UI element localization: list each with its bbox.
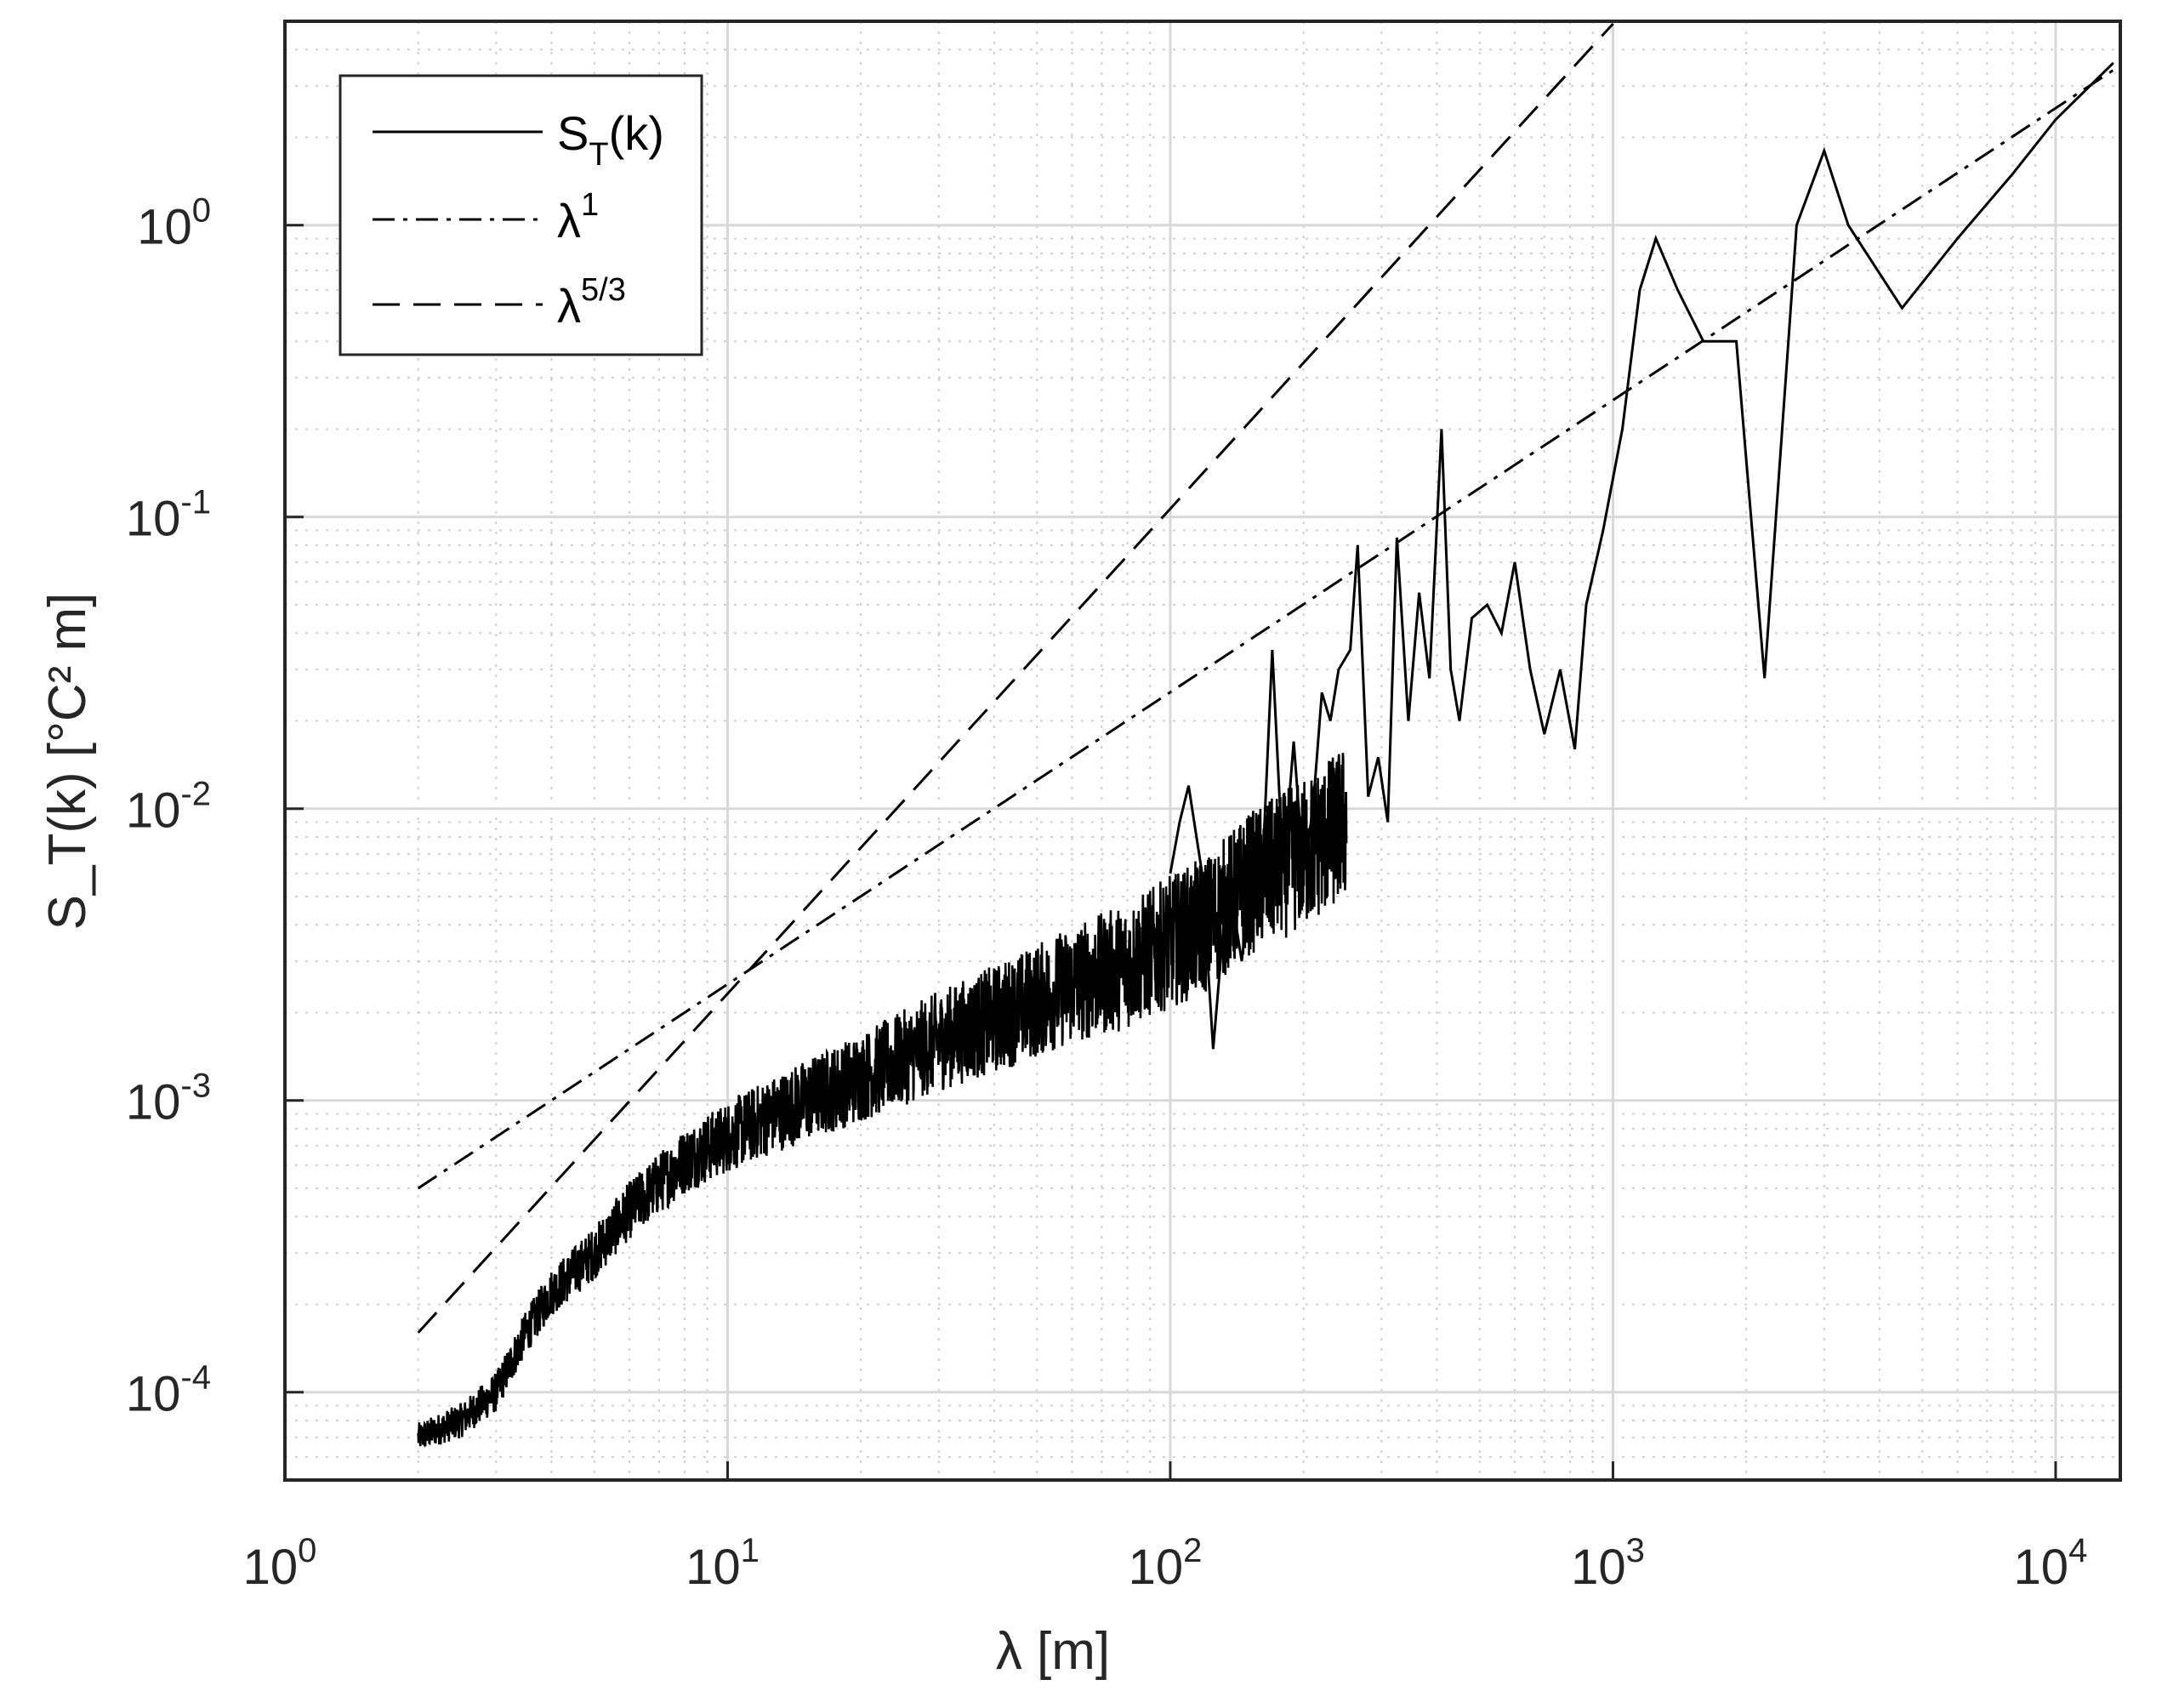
series-layer (417, 22, 2114, 1449)
y-axis-label: S_T(k) [°C² m] (38, 593, 97, 931)
series-line-1 (417, 69, 2114, 1190)
series-line-s-t-k (417, 753, 1348, 1449)
minor-grid (285, 20, 2120, 1481)
x-axis-label: λ [m] (996, 1622, 1110, 1681)
x-tick-label: 104 (2014, 1532, 2088, 1595)
series-line-s-t-k-large-scales (1169, 61, 2114, 1050)
legend-box (339, 74, 703, 356)
series-line-5-3 (417, 22, 1614, 1334)
plot-area-frame (283, 20, 2122, 1482)
y-tick-label: 10-4 (126, 1359, 211, 1422)
